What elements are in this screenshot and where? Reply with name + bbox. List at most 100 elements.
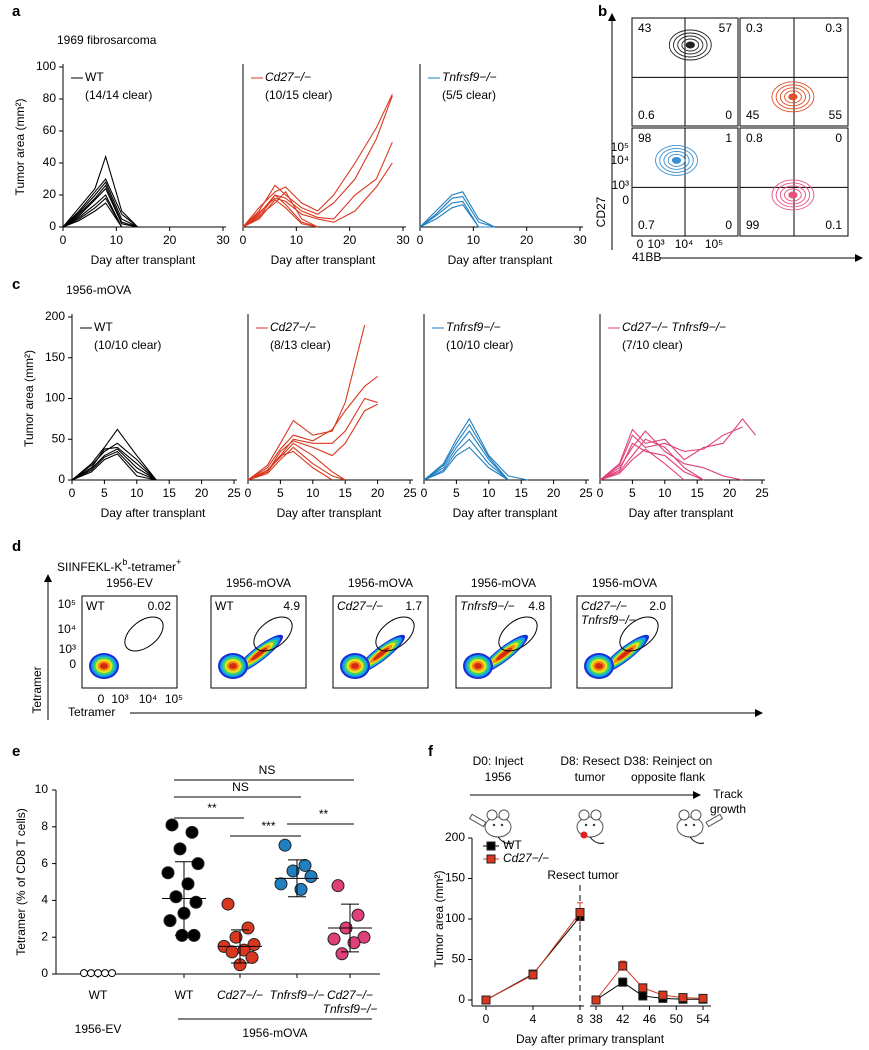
tumor-line — [62, 154, 139, 228]
tumor-line — [599, 426, 743, 481]
density-core — [595, 663, 603, 669]
y-tick-label: 10⁴ — [57, 622, 76, 636]
data-point — [304, 869, 318, 883]
quadrant-value: 55 — [829, 108, 843, 122]
tumor-line — [247, 446, 346, 481]
tumor-line — [247, 403, 378, 481]
x-tick-label: 0 — [240, 233, 247, 247]
data-point — [101, 969, 109, 978]
data-point — [87, 969, 95, 978]
quadrant-value: 0 — [835, 131, 842, 145]
x-axis-label: Tetramer — [68, 705, 115, 719]
data-point — [94, 969, 102, 978]
x-tick-label: 5 — [453, 486, 460, 500]
y-axis-label: Tumor area (mm²) — [13, 99, 27, 196]
quadrant-value: 57 — [719, 21, 733, 35]
data-point — [185, 825, 199, 839]
contour — [681, 38, 700, 52]
x-tick-label: 10 — [306, 486, 320, 500]
data-point — [658, 990, 668, 1000]
x-tick-label: 10³ — [647, 237, 664, 251]
gate-value: 4.9 — [283, 599, 300, 613]
series-line — [485, 916, 581, 1001]
tumor-line — [71, 446, 157, 481]
plot-title: 1956-EV — [106, 576, 153, 590]
data-point — [80, 969, 88, 978]
quadrant-value: 99 — [746, 218, 760, 232]
tumor-line — [242, 194, 318, 228]
data-point — [189, 895, 203, 909]
genotype-label: Cd27−/− — [581, 599, 627, 613]
x-tick-label: 0 — [417, 233, 424, 247]
data-point — [173, 842, 187, 856]
significance-label: ** — [319, 807, 329, 821]
x-tick-label: 8 — [577, 1012, 584, 1026]
x-tick-label: 10 — [130, 486, 144, 500]
data-point — [331, 879, 345, 893]
x-tick-label: 10⁴ — [139, 692, 158, 706]
step-label: growth — [710, 802, 746, 816]
header-part: b — [122, 557, 127, 567]
y-tick-label: 10³ — [612, 178, 629, 192]
contour — [677, 35, 704, 55]
x-tick-label: 25 — [403, 486, 417, 500]
tumor-icon — [580, 831, 588, 839]
y-tick-label: 80 — [43, 91, 57, 105]
x-tick-label: 20 — [520, 233, 534, 247]
tumor-line — [62, 202, 138, 228]
data-point — [274, 877, 288, 891]
x-tick-label: 15 — [339, 486, 353, 500]
x-tick-label: 20 — [547, 486, 561, 500]
y-axis-label: Tetramer (% of CD8 T cells) — [14, 808, 28, 956]
plot-title: 1956-mOVA — [471, 576, 536, 590]
panel-label: b — [598, 3, 607, 20]
legend-label: Cd27−/− Tnfrsf9−/− — [622, 320, 726, 334]
tumor-line — [599, 438, 704, 481]
tetramer-gate — [375, 616, 415, 652]
step-label: D8: Resect — [560, 754, 620, 768]
density-core — [100, 663, 108, 669]
data-point — [618, 961, 628, 971]
x-tick-label: 0 — [69, 486, 76, 500]
x-tick-label: 4 — [530, 1012, 537, 1026]
density-core — [229, 663, 237, 669]
gate-value: 4.8 — [528, 599, 545, 613]
tumor-line — [247, 376, 378, 481]
tumor-line — [423, 446, 509, 481]
data-point — [357, 930, 371, 944]
mouse-icon — [576, 809, 605, 844]
tumor-line — [599, 430, 743, 481]
x-tick-label: 30 — [216, 233, 230, 247]
data-point — [335, 947, 349, 961]
y-tick-label: 50 — [52, 431, 66, 445]
contour — [788, 93, 798, 101]
plot-title: 1956-mOVA — [226, 576, 291, 590]
data-point — [169, 890, 183, 904]
data-point — [241, 921, 255, 935]
y-tick-label: 20 — [43, 187, 57, 201]
quadrant-value: 0 — [725, 108, 732, 122]
x-tick-label: 20 — [195, 486, 209, 500]
x-tick-label: 20 — [723, 486, 737, 500]
legend-note: (7/10 clear) — [622, 338, 683, 352]
y-tick-label: 10 — [35, 782, 49, 796]
group-label: 1956-EV — [75, 1022, 122, 1036]
genotype-label: WT — [86, 599, 105, 613]
x-tick-label: 15 — [163, 486, 177, 500]
y-tick-label: 0 — [49, 219, 56, 233]
tetramer-gate — [498, 616, 538, 652]
tumor-line — [423, 438, 509, 481]
tumor-line — [423, 423, 509, 481]
header-part: + — [176, 557, 181, 567]
significance-label: NS — [232, 780, 249, 794]
plot-title: 1956-mOVA — [592, 576, 657, 590]
gate-value: 1.7 — [405, 599, 422, 613]
x-tick-label: 25 — [579, 486, 593, 500]
contour — [673, 32, 708, 58]
x-tick-label: 54 — [696, 1012, 710, 1026]
quadrant-value: 0.1 — [825, 218, 842, 232]
contour — [685, 41, 695, 49]
y-tick-label: 0 — [69, 657, 76, 671]
genotype-label: Cd27−/− — [337, 599, 383, 613]
x-tick-label: Cd27−/− — [217, 988, 263, 1002]
